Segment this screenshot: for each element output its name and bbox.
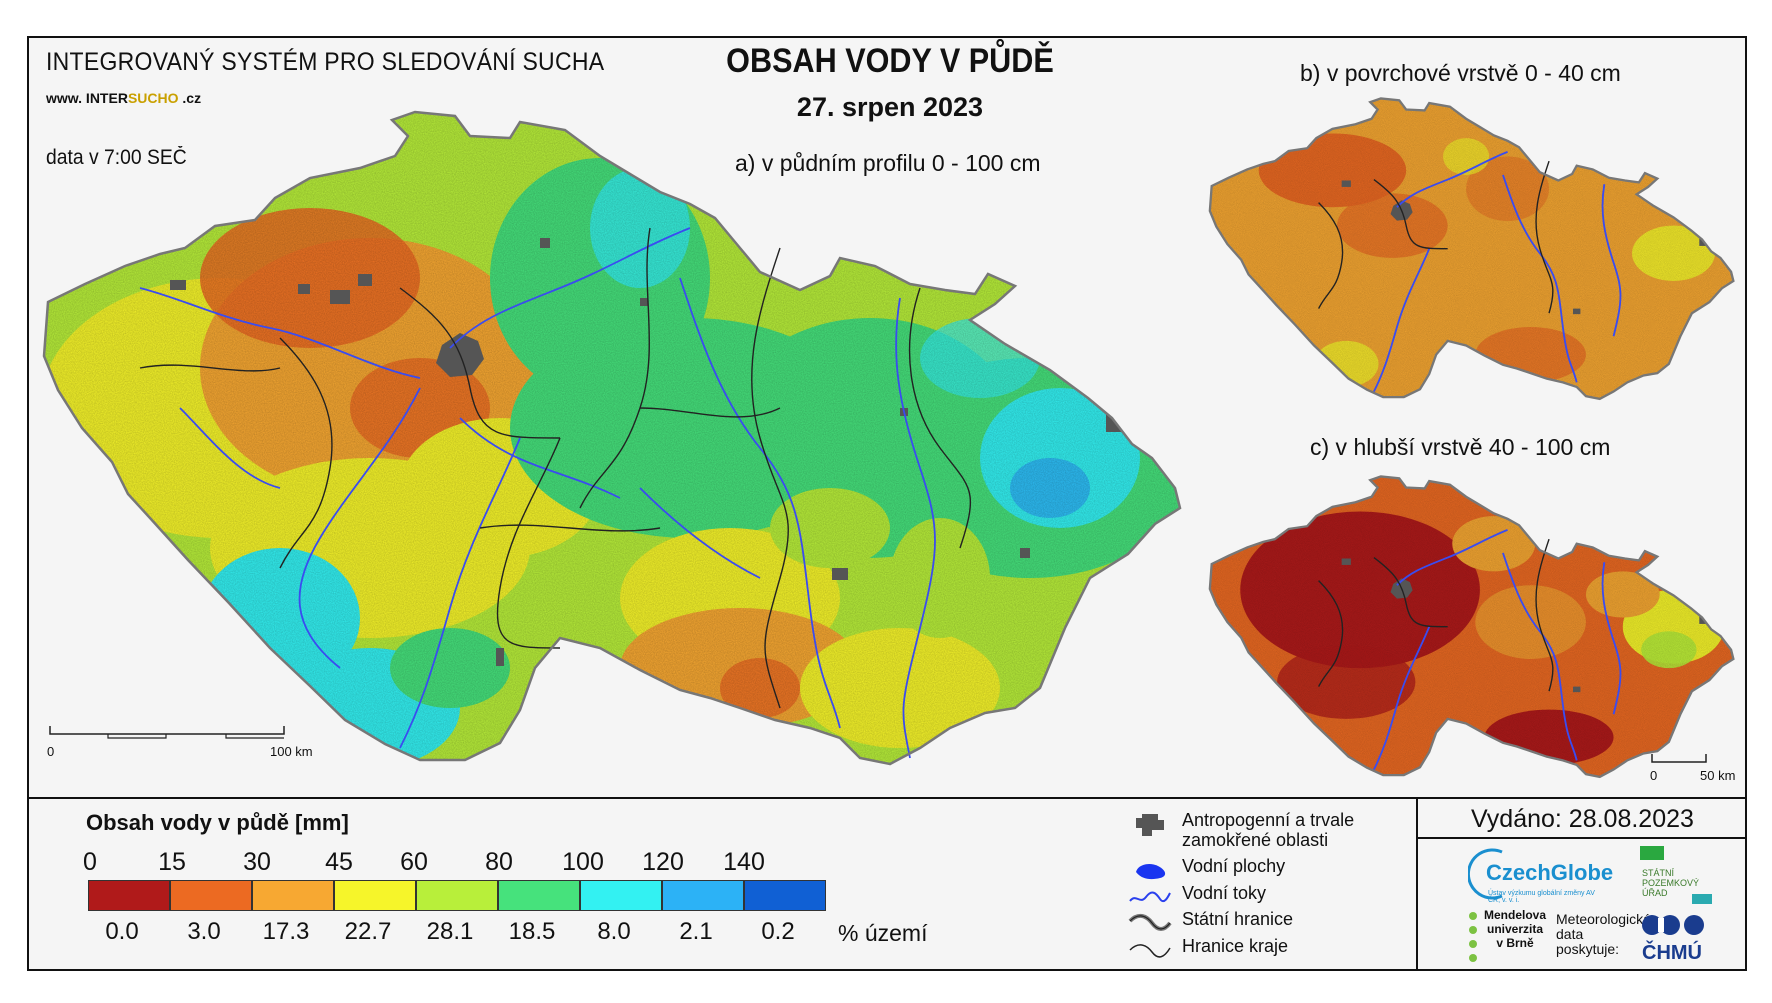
legend-panel (27, 797, 1747, 973)
symbol-state-border-label: Státní hranice (1182, 909, 1294, 929)
legend-percent: 8.0 (597, 918, 631, 945)
czechglobe-logo[interactable]: CzechGlobe Ústav výzkumu globální změny … (1468, 846, 1613, 904)
deep-layer-map (1208, 475, 1735, 779)
czechglobe-arc-icon (1468, 848, 1503, 900)
chmu-logo[interactable]: Meteorologická data poskytuje: ČHMÚ (1556, 912, 1736, 968)
legend-swatch (744, 880, 826, 911)
state-border-icon (1128, 914, 1172, 931)
legend-swatch (498, 880, 580, 911)
legend-break: 60 (400, 848, 428, 876)
legend-break: 30 (243, 848, 271, 876)
czechglobe-tagline: Ústav výzkumu globální změny AV ČR, v. v… (1488, 890, 1595, 904)
data-time: data v 7:00 SEČ (46, 146, 187, 169)
legend-swatch (416, 880, 498, 911)
czechglobe-name: CzechGlobe (1486, 860, 1614, 885)
chmu-mark-icon (1642, 915, 1704, 935)
mendel-logo[interactable]: Mendelova univerzita v Brně (1466, 908, 1546, 968)
legend-swatch (334, 880, 416, 911)
legend-break: 140 (723, 848, 765, 876)
legend-percent: 2.1 (679, 918, 713, 945)
main-scale-bar (49, 726, 285, 739)
legend-swatch (88, 880, 170, 911)
legend-swatch (662, 880, 744, 911)
legend-break: 100 (562, 848, 604, 876)
legend-break: 0 (83, 848, 97, 876)
symbol-river: Vodní toky (1128, 883, 1266, 911)
mendel-name: Mendelova univerzita v Brně (1484, 908, 1547, 950)
panel-c-title: c) v hlubší vrstvě 40 - 100 cm (1310, 434, 1611, 460)
legend-percent: 0.0 (105, 918, 139, 945)
water-body-icon (1136, 864, 1166, 880)
legend-percent: 3.0 (187, 918, 221, 945)
website-suffix: .cz (178, 90, 202, 106)
panel-b-title: b) v povrchové vrstvě 0 - 40 cm (1300, 60, 1621, 86)
symbol-water: Vodní plochy (1128, 856, 1285, 884)
mendel-dots-icon (1469, 912, 1477, 962)
legend-percent: 18.5 (508, 918, 556, 945)
website-link[interactable]: www. INTERSUCHO .cz (46, 90, 201, 106)
issued-divider (1416, 837, 1747, 839)
spu-logo[interactable]: STÁTNÍ POZEMKOVÝ ÚŘAD (1640, 846, 1720, 916)
panel-a-title: a) v půdním profilu 0 - 100 cm (735, 150, 1041, 176)
main-scale-end: 100 km (270, 744, 313, 759)
legend-percent: 0.2 (761, 918, 795, 945)
map-date: 27. srpen 2023 (796, 92, 984, 122)
chmu-note: Meteorologická data poskytuje: (1556, 911, 1651, 957)
legend-percent-unit: % území (838, 920, 928, 946)
spu-mark-icon (1640, 846, 1664, 860)
issued-date: Vydáno: 28.08.2023 (1471, 805, 1694, 833)
symbol-state-border: Státní hranice (1128, 909, 1293, 937)
small-scale-end: 50 km (1700, 768, 1736, 783)
symbol-region-border: Hranice kraje (1128, 936, 1288, 964)
website-highlight: SUCHO (127, 90, 179, 106)
spu-accent-icon (1692, 894, 1712, 904)
main-scale-start: 0 (47, 744, 55, 759)
surface-layer-map (1208, 97, 1735, 401)
legend-percent: 22.7 (344, 918, 392, 945)
legend-percent: 17.3 (262, 918, 310, 945)
urban-area-icon (1136, 814, 1164, 836)
spu-name: STÁTNÍ POZEMKOVÝ ÚŘAD (1642, 868, 1700, 898)
main-title: OBSAH VODY V PŮDĚ (726, 42, 1054, 80)
legend-break: 15 (158, 848, 186, 876)
legend-divider (1416, 799, 1418, 971)
main-soil-moisture-map (42, 110, 1182, 766)
region-border-icon (1129, 944, 1171, 958)
river-icon (1129, 891, 1171, 903)
legend-break: 45 (325, 848, 353, 876)
system-title: INTEGROVANÝ SYSTÉM PRO SLEDOVÁNÍ SUCHA (46, 48, 605, 76)
legend-swatch (580, 880, 662, 911)
website-prefix: www. INTER (46, 90, 128, 106)
legend-swatch (252, 880, 334, 911)
small-scale-bar (1651, 754, 1707, 763)
symbol-region-border-label: Hranice kraje (1182, 936, 1289, 956)
legend-swatch (170, 880, 252, 911)
symbol-urban-label: Antropogenní a trvale zamokřené oblasti (1182, 810, 1355, 850)
symbol-urban: Antropogenní a trvale zamokřené oblasti (1128, 810, 1372, 850)
symbol-river-label: Vodní toky (1182, 883, 1267, 903)
small-scale-start: 0 (1650, 768, 1658, 783)
symbol-water-label: Vodní plochy (1182, 856, 1286, 876)
legend-break: 120 (642, 848, 684, 876)
legend-title: Obsah vody v půdě [mm] (86, 810, 349, 835)
chmu-name: ČHMÚ (1642, 942, 1702, 964)
legend-percent: 28.1 (426, 918, 474, 945)
legend-break: 80 (485, 848, 513, 876)
